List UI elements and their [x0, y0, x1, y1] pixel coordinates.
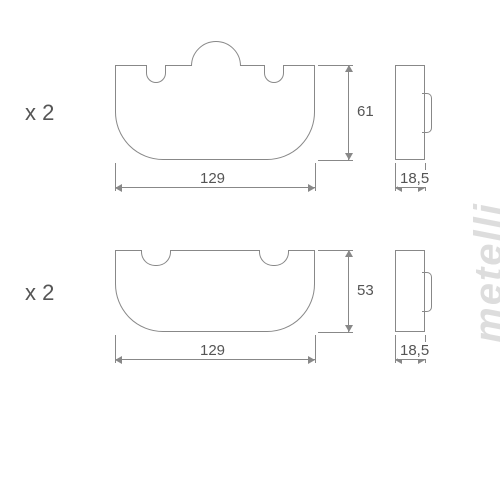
- quantity-label-1: x 2: [25, 100, 54, 126]
- extension-line: [315, 335, 316, 363]
- pad-notch: [259, 250, 289, 266]
- dimension-thickness-label-1: 18,5: [398, 170, 431, 187]
- brake-pad-front-view-1: [115, 65, 315, 160]
- pad-notch: [141, 250, 171, 266]
- dimension-width-1: [115, 187, 315, 188]
- dimension-width-label-1: 129: [198, 170, 227, 187]
- brake-pad-side-view-1: [395, 65, 425, 160]
- pad-clip: [422, 272, 432, 312]
- brake-pad-front-view-2: [115, 250, 315, 332]
- brake-pad-side-view-2: [395, 250, 425, 332]
- pad-notch: [264, 65, 284, 83]
- pad-row-2: x 2 53 129 18,5: [0, 250, 500, 420]
- pad-row-1: x 2 61 129 18,5: [0, 65, 500, 235]
- dimension-height-1: [348, 65, 349, 160]
- dimension-height-label-2: 53: [355, 282, 376, 299]
- quantity-label-2: x 2: [25, 280, 54, 306]
- dimension-thickness-2: [395, 359, 425, 360]
- extension-line: [318, 160, 353, 161]
- pad-notch: [146, 65, 166, 83]
- extension-line: [315, 163, 316, 191]
- dimension-width-2: [115, 359, 315, 360]
- dimension-height-label-1: 61: [355, 103, 376, 120]
- dimension-thickness-1: [395, 187, 425, 188]
- extension-line: [318, 332, 353, 333]
- dimension-height-2: [348, 250, 349, 332]
- dimension-thickness-label-2: 18,5: [398, 342, 431, 359]
- pad-top-arc: [191, 41, 241, 91]
- pad-clip: [422, 93, 432, 133]
- dimension-width-label-2: 129: [198, 342, 227, 359]
